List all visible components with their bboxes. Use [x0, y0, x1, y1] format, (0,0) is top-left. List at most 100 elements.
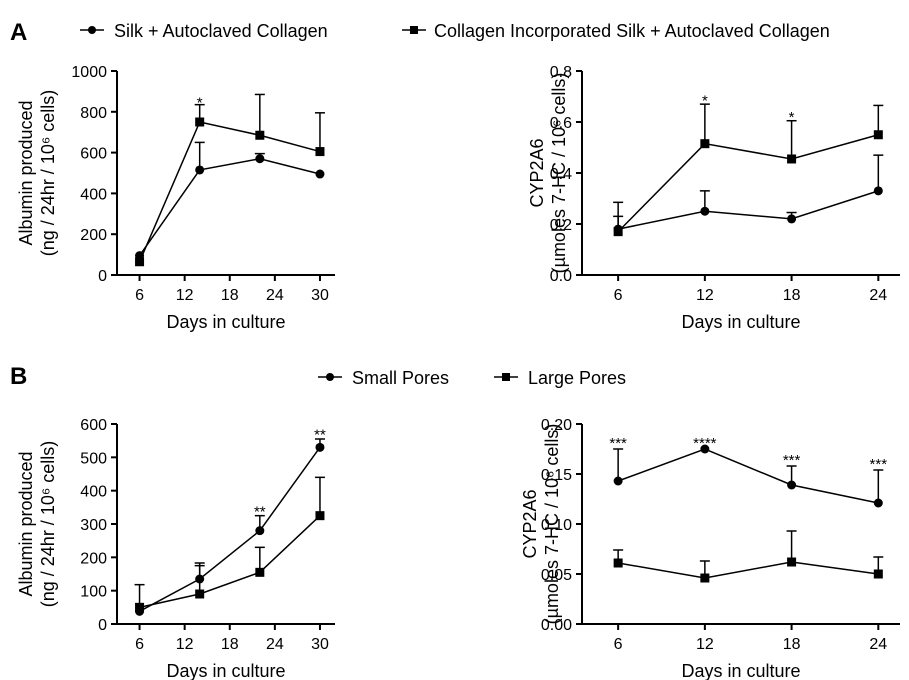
significance-marker: **: [314, 427, 326, 444]
data-point-square: [613, 227, 623, 237]
data-point-square: [873, 130, 883, 140]
data-point-square: [315, 147, 325, 157]
x-tick-label: 6: [135, 287, 144, 304]
data-point-circle: [195, 165, 205, 175]
legend-a-circle-marker: [88, 26, 96, 34]
chart-a2: 0.0 0.2 0.4 0.6 0.8 6 12 18 24 Days in culture CYP…: [527, 64, 900, 332]
y-tick-label: 0.20: [541, 417, 572, 434]
data-point-square: [700, 139, 710, 149]
data-point-square: [873, 569, 883, 579]
data-point-circle: [315, 169, 325, 179]
y-tick-label: 500: [80, 450, 107, 467]
data-point-circle: [787, 214, 797, 224]
y-tick-label: 400: [80, 484, 107, 501]
y-tick-label: 0.15: [541, 467, 572, 484]
x-tick-label: 6: [614, 636, 623, 653]
series-square: [135, 93, 325, 267]
y-tick-label: 300: [80, 517, 107, 534]
data-point-circle: [315, 442, 325, 452]
data-point-circle: [700, 444, 710, 454]
data-point-circle: [873, 186, 883, 196]
x-tick-label: 12: [176, 287, 194, 304]
series-line: [139, 446, 321, 612]
data-point-square: [195, 117, 205, 127]
x-tick-label: 24: [266, 636, 284, 653]
significance-marker: *: [789, 109, 795, 126]
data-point-circle: [255, 154, 265, 164]
series-square: [613, 103, 884, 237]
significance-marker: ***: [870, 456, 888, 473]
x-tick-label: 30: [311, 287, 329, 304]
significance-marker: ****: [693, 435, 717, 452]
x-tick-label: 18: [221, 636, 239, 653]
significance-marker: *: [702, 93, 708, 110]
data-point-square: [135, 602, 145, 612]
series-line: [139, 515, 321, 609]
data-point-circle: [873, 498, 883, 508]
data-point-square: [787, 154, 797, 164]
x-axis-label: Days in culture: [166, 661, 285, 680]
x-tick-label: 12: [696, 636, 714, 653]
series-circle: [613, 154, 884, 234]
legend-a-label-2: Collagen Incorporated Silk + Autoclaved …: [434, 21, 830, 41]
y-tick-label: 400: [80, 186, 107, 203]
chart-b1: 0 100 200 300 400 500 600 6 12 18 24 30 Days in cult…: [16, 417, 335, 680]
panel-label-a: A: [10, 19, 27, 46]
data-point-square: [255, 567, 265, 577]
series-line: [618, 561, 879, 579]
y-axis-label-line-1: Albumin produced: [16, 100, 36, 245]
x-tick-label: 24: [869, 636, 887, 653]
y-tick-label: 0: [98, 617, 107, 634]
series-line: [617, 448, 879, 504]
x-tick-label: 12: [696, 287, 714, 304]
panel-label-b: B: [10, 363, 27, 390]
data-point-square: [787, 557, 797, 567]
data-point-circle: [255, 526, 265, 536]
legend-a-square-marker: [410, 26, 418, 34]
y-axis-label-line-2: (ng / 24hr / 10⁶ cells): [38, 90, 58, 256]
y-tick-label: 0.2: [550, 217, 572, 234]
y-tick-label: 0.10: [541, 517, 572, 534]
data-point-circle: [613, 476, 623, 486]
y-tick-label: 0.4: [550, 166, 572, 183]
y-tick-label: 0.0: [550, 268, 572, 285]
x-tick-label: 6: [614, 287, 623, 304]
data-point-square: [613, 558, 623, 568]
data-point-square: [700, 573, 710, 583]
y-tick-label: 800: [80, 105, 107, 122]
data-point-square: [315, 511, 325, 521]
data-point-circle: [787, 480, 797, 490]
y-tick-label: 200: [80, 550, 107, 567]
y-tick-label: 0: [98, 268, 107, 285]
y-axis-label-line-1: CYP2A6: [527, 138, 547, 207]
series-line: [138, 157, 321, 257]
x-tick-label: 12: [176, 636, 194, 653]
series-line: [138, 121, 321, 263]
legend-b-label-2: Large Pores: [528, 368, 626, 388]
data-point-square: [195, 589, 205, 599]
x-tick-label: 6: [135, 636, 144, 653]
legend-b-square-marker: [502, 373, 510, 381]
series-circle: [134, 438, 325, 616]
x-tick-label: 18: [783, 287, 801, 304]
y-tick-label: 0.8: [550, 64, 572, 81]
y-tick-label: 100: [80, 584, 107, 601]
x-tick-label: 18: [221, 287, 239, 304]
data-point-square: [135, 257, 145, 267]
y-tick-label: 0.00: [541, 617, 572, 634]
y-tick-label: 0.6: [550, 115, 572, 132]
chart-b2: 0.00 0.05 0.10 0.15 0.20 6 12 18 24 Days in cultu…: [520, 417, 900, 680]
x-tick-label: 24: [869, 287, 887, 304]
data-point-circle: [700, 206, 710, 216]
y-tick-label: 600: [80, 417, 107, 434]
y-tick-label: 600: [80, 146, 107, 163]
y-tick-label: 200: [80, 227, 107, 244]
series-line: [617, 134, 879, 233]
x-tick-label: 24: [266, 287, 284, 304]
y-axis-label-line-2: (µmoles 7-HC / 10⁶ cells): [542, 424, 562, 625]
y-axis-label-line-1: CYP2A6: [520, 489, 540, 558]
series-circle: [613, 444, 884, 508]
series-circle: [135, 141, 325, 261]
